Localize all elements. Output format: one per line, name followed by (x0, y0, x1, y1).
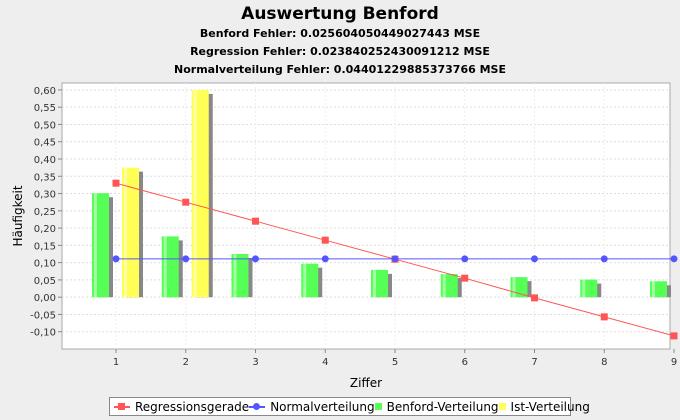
bar-highlight (652, 281, 655, 298)
y-tick-label: 0,00 (34, 293, 56, 304)
line-layer (112, 179, 678, 340)
bar-highlight (442, 274, 446, 298)
subtitle-regression: Regression Fehler: 0.023840252430091212 … (190, 45, 490, 58)
legend-item-regression: Regressionsgerade (114, 400, 249, 414)
y-tick-label: 0,10 (34, 259, 56, 270)
subtitle-benford: Benford Fehler: 0.025604050449027443 MSE (199, 27, 481, 40)
chart-canvas: 0,60 0,55 0,50 0,45 0,40 0,35 0,30 0,25 0,20 0,15… (11, 82, 678, 390)
bar-benford-verteilung (440, 274, 458, 298)
x-tick-label: 5 (392, 357, 398, 368)
legend-swatch-normal (249, 402, 266, 410)
axis-layer: 0,60 0,55 0,50 0,45 0,40 0,35 0,30 0,25 0,20 0,15… (30, 86, 677, 368)
legend-swatch-regression (114, 402, 130, 410)
bar-highlight (373, 269, 376, 298)
legend-item-ist: Ist-Verteilung (498, 399, 590, 414)
point-regressionsgerade (252, 217, 259, 225)
point-normalverteilung (182, 255, 190, 263)
bar-benford-verteilung (301, 263, 319, 298)
bar-highlight (163, 236, 167, 298)
y-axis-label: Häufigkeit (11, 185, 25, 246)
y-tick-label: 0,50 (34, 120, 56, 131)
bar-highlight (582, 279, 586, 298)
subtitle-normal: Normalverteilung Fehler: 0.0440122988537… (174, 63, 506, 76)
y-tick-label: 0,55 (34, 103, 56, 114)
point-regressionsgerade (461, 274, 469, 282)
point-regressionsgerade (321, 236, 329, 244)
y-tick-label: 0,40 (34, 155, 56, 166)
bar-benford-verteilung (161, 236, 179, 298)
legend-label-ist: Ist-Verteilung (510, 399, 590, 414)
point-normalverteilung (321, 255, 329, 263)
y-tick-label: 0,45 (34, 138, 56, 149)
chart-title: Auswertung Benford (241, 4, 439, 24)
bar-ist-verteilung (191, 89, 209, 298)
y-tick-label: -0,05 (30, 310, 56, 321)
bar-highlight (233, 254, 237, 298)
point-normalverteilung (391, 255, 399, 263)
point-regressionsgerade (531, 294, 538, 302)
y-tick-label: 0,05 (34, 276, 56, 287)
x-axis-label: Ziffer (350, 376, 382, 390)
x-tick-label: 1 (113, 357, 119, 368)
point-regressionsgerade (112, 179, 120, 187)
point-normalverteilung (461, 255, 469, 263)
x-tick-label: 4 (322, 357, 328, 368)
bar-benford-verteilung (371, 269, 388, 298)
bar-highlight (512, 277, 516, 298)
bar-benford-verteilung (580, 279, 598, 298)
x-tick-label: 8 (601, 357, 607, 368)
y-tick-label: 0,25 (34, 207, 56, 218)
y-tick-label: -0,10 (30, 328, 56, 339)
bar-benford-verteilung (231, 254, 249, 298)
bar-highlight (303, 263, 307, 298)
x-tick-label: 3 (252, 357, 258, 368)
point-normalverteilung (600, 255, 608, 263)
point-regressionsgerade (182, 198, 190, 206)
y-tick-label: 0,60 (34, 86, 56, 97)
bar-benford-verteilung (650, 281, 667, 298)
x-tick-label: 9 (671, 357, 677, 368)
bar-highlight (124, 167, 127, 298)
bar-highlight (94, 193, 97, 298)
legend-item-normal: Normalverteilung (249, 399, 375, 414)
y-tick-label: 0,35 (34, 172, 56, 183)
y-tick-label: 0,15 (34, 241, 56, 252)
point-normalverteilung (112, 255, 120, 263)
legend-swatch-ist (498, 403, 506, 410)
bar-benford-verteilung (92, 193, 109, 298)
legend-label-regression: Regressionsgerade (135, 399, 250, 414)
y-tick-label: 0,30 (34, 190, 56, 201)
x-tick-label: 2 (183, 357, 189, 368)
point-regressionsgerade (670, 332, 678, 340)
point-normalverteilung (252, 255, 259, 263)
bar-ist-verteilung (122, 167, 139, 298)
point-normalverteilung (670, 255, 678, 263)
legend: Regressionsgerade Normalverteilung Benfo… (109, 397, 590, 416)
legend-item-benford: Benford-Verteilung (374, 399, 499, 414)
plot-area (61, 82, 671, 350)
bar-layer (92, 89, 671, 298)
x-tick-label: 7 (531, 357, 537, 368)
y-tick-label: 0,20 (34, 224, 56, 235)
point-regressionsgerade (600, 313, 608, 321)
chart-title-block: Auswertung Benford Benford Fehler: 0.025… (0, 0, 680, 79)
legend-label-benford: Benford-Verteilung (386, 399, 499, 414)
point-normalverteilung (531, 255, 538, 263)
bar-highlight (193, 89, 197, 298)
legend-label-normal: Normalverteilung (270, 399, 375, 414)
legend-swatch-benford (374, 403, 382, 410)
x-tick-label: 6 (462, 357, 468, 368)
